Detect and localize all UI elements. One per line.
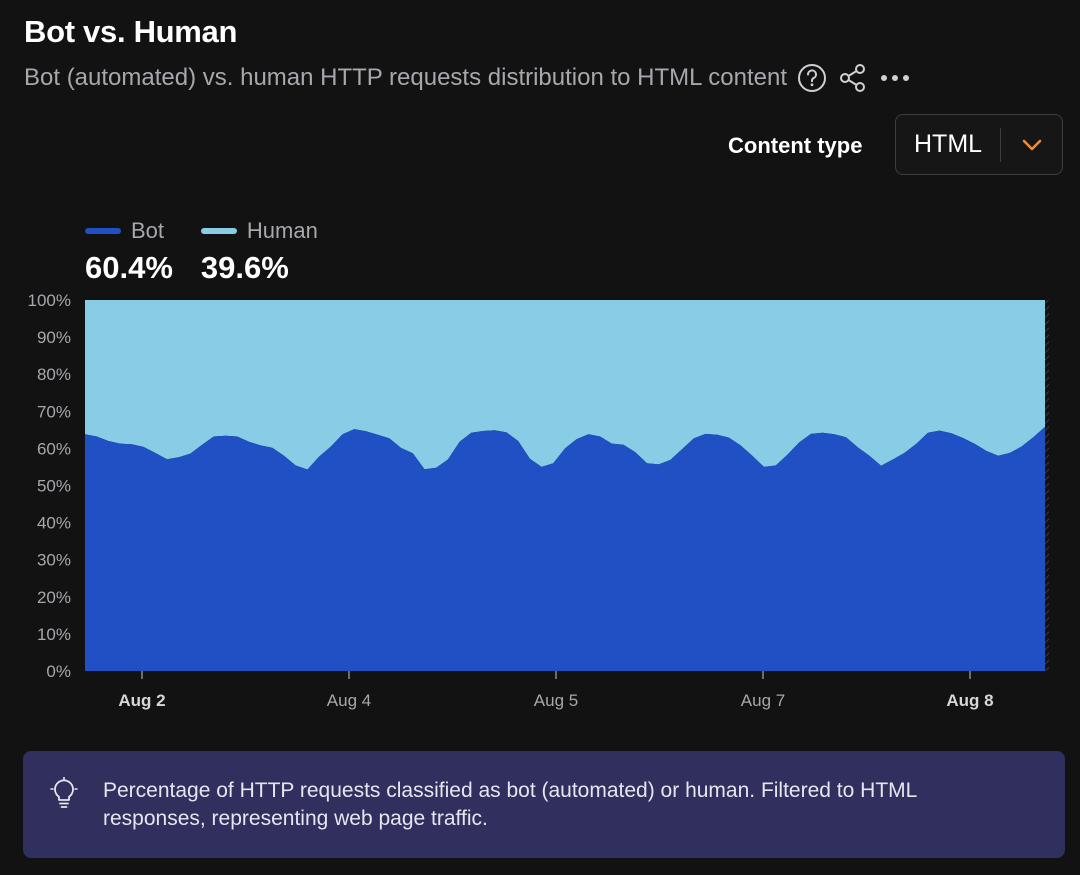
y-tick-label: 50% <box>37 477 71 496</box>
y-tick-label: 40% <box>37 514 71 533</box>
legend-item-bot[interactable]: Bot 60.4% <box>85 218 173 286</box>
legend-label-row: Bot <box>85 218 173 244</box>
share-icon[interactable] <box>837 62 869 94</box>
select-divider <box>1000 127 1001 162</box>
legend-name-human: Human <box>246 218 318 243</box>
series-area-human[interactable] <box>85 300 1045 470</box>
area-chart[interactable]: 0% 10% 20% 30% 40% 50% 60% 70% 80% 90% 100% Aug 2 Au… <box>0 280 1080 720</box>
y-tick-label: 70% <box>37 402 71 421</box>
y-tick-label: 10% <box>37 625 71 644</box>
content-type-value: HTML <box>914 130 983 158</box>
chart-legend: Bot 60.4% Human 39.6% <box>85 218 318 286</box>
x-tick-label: Aug 5 <box>534 691 578 710</box>
y-tick-label: 20% <box>37 588 71 607</box>
legend-item-human[interactable]: Human 39.6% <box>200 218 318 286</box>
content-type-select[interactable]: HTML <box>895 114 1063 175</box>
legend-swatch-human <box>200 228 237 234</box>
legend-name-bot: Bot <box>131 218 165 243</box>
legend-percent-bot: 60.4% <box>85 250 173 285</box>
legend-label-row: Human <box>200 218 318 244</box>
series-area-bot[interactable] <box>85 426 1045 671</box>
page-title: Bot vs. Human <box>24 14 238 49</box>
help-icon[interactable] <box>797 63 827 93</box>
legend-percent-human: 39.6% <box>200 250 289 285</box>
x-tick-label: Aug 4 <box>327 691 371 710</box>
lightbulb-icon <box>49 777 79 809</box>
y-tick-label: 30% <box>37 551 71 570</box>
info-note-text: Percentage of HTTP requests classified a… <box>103 778 917 830</box>
y-tick-label: 60% <box>37 439 71 458</box>
chart-subtitle: Bot (automated) vs. human HTTP requests … <box>24 64 788 91</box>
partial-period-hatch <box>1045 300 1049 671</box>
subtitle-row: Bot (automated) vs. human HTTP requests … <box>24 60 911 96</box>
y-tick-label: 0% <box>46 662 71 681</box>
content-type-label: Content type <box>728 133 863 158</box>
x-tick-label: Aug 7 <box>741 691 785 710</box>
chevron-down-icon[interactable] <box>1001 138 1062 152</box>
y-tick-label: 80% <box>37 365 71 384</box>
x-tick-label: Aug 8 <box>946 691 993 710</box>
y-tick-label: 100% <box>28 291 71 310</box>
info-note: Percentage of HTTP requests classified a… <box>23 751 1065 858</box>
x-tick-label: Aug 2 <box>118 691 165 710</box>
legend-swatch-bot <box>85 228 121 234</box>
y-tick-label: 90% <box>37 328 71 347</box>
more-icon[interactable] <box>879 72 911 84</box>
